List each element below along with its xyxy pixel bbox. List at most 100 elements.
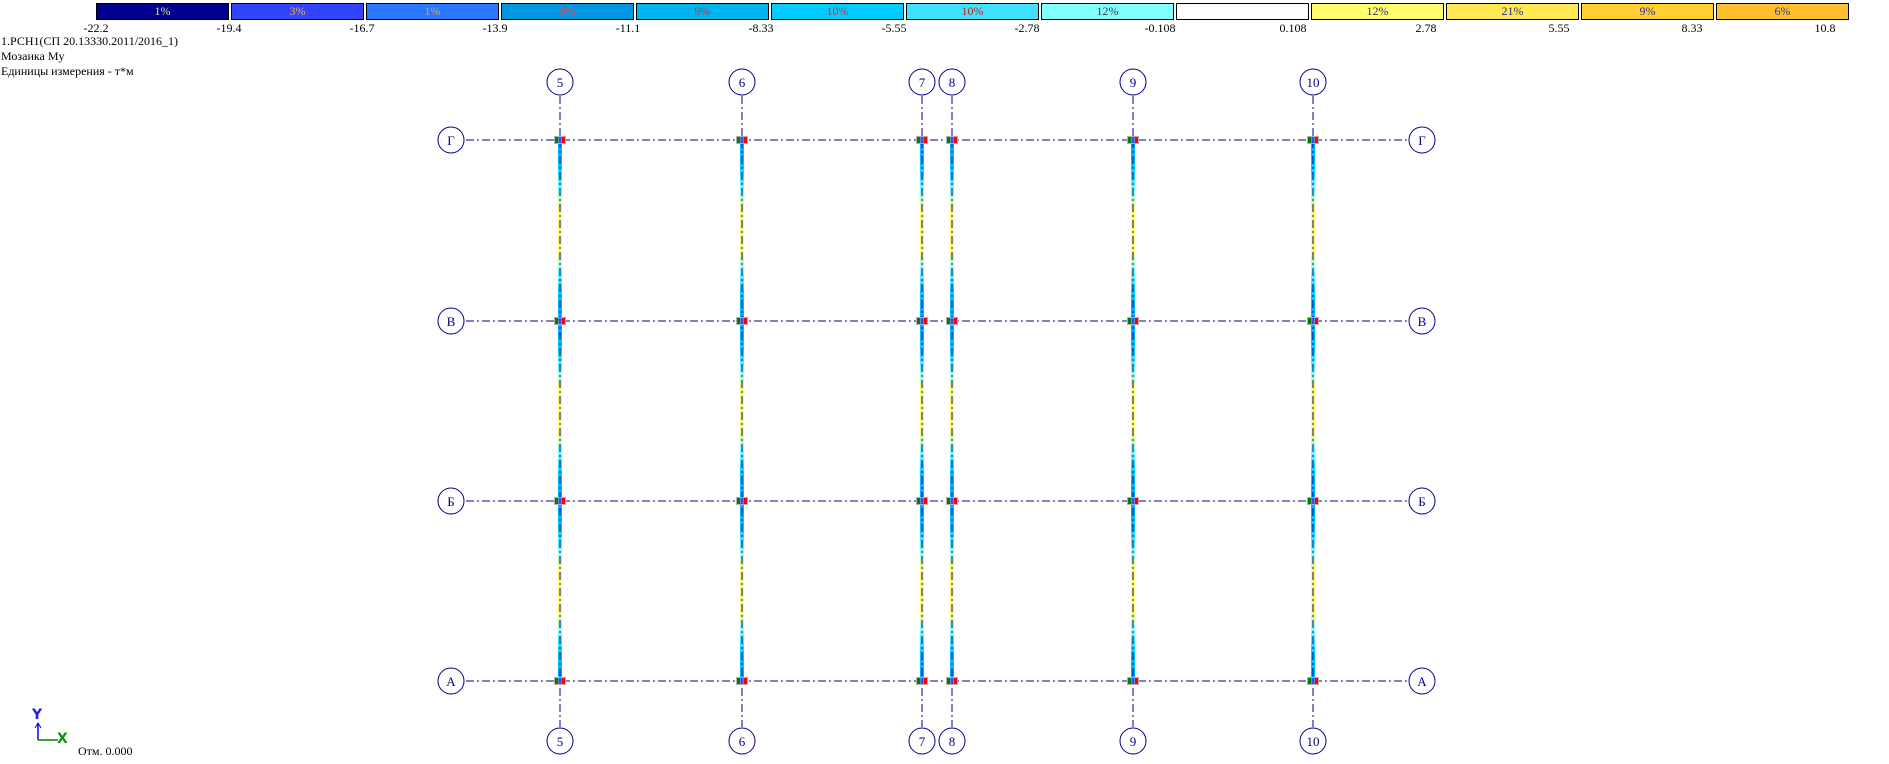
legend-tick: -2.78: [1014, 21, 1040, 35]
legend-tick: 8.33: [1681, 21, 1703, 35]
svg-text:6: 6: [739, 734, 746, 749]
svg-text:6: 6: [739, 75, 746, 90]
node-marker: [1307, 317, 1319, 325]
svg-text:В: В: [1418, 314, 1427, 329]
axis-marker-6: 6: [728, 68, 756, 96]
axis-marker-8: 8: [938, 68, 966, 96]
node-marker: [916, 677, 928, 685]
node-marker: [946, 136, 958, 144]
legend-cell: 12%: [1311, 3, 1444, 20]
row-marker-А: А: [1408, 667, 1436, 695]
svg-text:10: 10: [1307, 734, 1320, 749]
axis-marker-9: 9: [1119, 68, 1147, 96]
legend-tick: -5.55: [881, 21, 907, 35]
node-marker: [946, 497, 958, 505]
node-marker: [1127, 677, 1139, 685]
axis-marker-5: 5: [546, 68, 574, 96]
node-marker: [736, 317, 748, 325]
column-moment-mosaic: [950, 321, 954, 501]
row-marker-Г: Г: [1408, 126, 1436, 154]
svg-text:5: 5: [557, 734, 564, 749]
legend-cell: 1%: [96, 3, 229, 20]
legend-cell: 5%: [501, 3, 634, 20]
color-scale-legend: 1% 3% 1% 5% 9% 10% 10% 12% 12% 21% 9% 6%: [96, 3, 1851, 20]
column-moment-mosaic: [950, 140, 954, 321]
legend-cell: 10%: [771, 3, 904, 20]
coordinate-axes-icon: Y X: [31, 707, 68, 747]
node-marker: [1127, 497, 1139, 505]
node-marker: [946, 677, 958, 685]
load-case-label: 1.РСН1(СП 20.13330.2011/2016_1): [1, 34, 179, 48]
legend-cell: [1176, 3, 1309, 20]
column-moment-mosaic: [1131, 140, 1135, 321]
svg-text:В: В: [447, 314, 456, 329]
elevation-label: Отм. 0.000: [78, 744, 133, 758]
axis-marker-6: 6: [728, 727, 756, 755]
node-marker: [916, 497, 928, 505]
svg-text:Г: Г: [1418, 133, 1426, 148]
svg-text:9: 9: [1130, 734, 1137, 749]
legend-tick: -13.9: [482, 21, 508, 35]
node-marker: [736, 497, 748, 505]
row-marker-Б: Б: [437, 487, 465, 515]
node-marker: [946, 317, 958, 325]
axis-marker-5: 5: [546, 727, 574, 755]
legend-tick: 10.8: [1814, 21, 1836, 35]
column-moment-mosaic: [1311, 140, 1315, 321]
mosaic-title: Мозаика My: [1, 49, 65, 63]
node-marker: [916, 317, 928, 325]
axis-marker-7: 7: [908, 727, 936, 755]
legend-tick: -11.1: [615, 21, 641, 35]
legend-cell: 21%: [1446, 3, 1579, 20]
svg-text:Б: Б: [447, 494, 454, 509]
column-moment-mosaic: [920, 140, 924, 321]
row-marker-А: А: [437, 667, 465, 695]
legend-tick: -8.33: [748, 21, 774, 35]
legend-cell: 3%: [231, 3, 364, 20]
legend-tick: -16.7: [349, 21, 375, 35]
legend-cell: 12%: [1041, 3, 1174, 20]
svg-text:9: 9: [1130, 75, 1137, 90]
legend-tick: -19.4: [216, 21, 242, 35]
node-marker: [1307, 497, 1319, 505]
row-marker-В: В: [1408, 307, 1436, 335]
svg-text:7: 7: [919, 75, 926, 90]
svg-text:Г: Г: [447, 133, 455, 148]
svg-text:7: 7: [919, 734, 926, 749]
node-marker: [1307, 136, 1319, 144]
node-marker: [736, 136, 748, 144]
legend-tick: -22.2: [83, 21, 109, 35]
svg-text:8: 8: [949, 734, 956, 749]
svg-text:Б: Б: [1418, 494, 1425, 509]
legend-tick: 5.55: [1548, 21, 1570, 35]
svg-text:А: А: [1417, 674, 1427, 689]
node-marker: [1127, 317, 1139, 325]
row-marker-В: В: [437, 307, 465, 335]
legend-cell: 9%: [1581, 3, 1714, 20]
legend-cell: 6%: [1716, 3, 1849, 20]
y-axis-label: Y: [31, 707, 43, 723]
svg-text:10: 10: [1307, 75, 1320, 90]
axis-marker-7: 7: [908, 68, 936, 96]
column-moment-mosaic: [1131, 321, 1135, 501]
axis-marker-10: 10: [1299, 68, 1327, 96]
column-moment-mosaic: [740, 321, 744, 501]
node-marker: [554, 497, 566, 505]
legend-cell: 1%: [366, 3, 499, 20]
legend-cell: 9%: [636, 3, 769, 20]
x-axis-label: X: [57, 731, 68, 747]
legend-tick: -0.108: [1144, 21, 1176, 35]
svg-text:А: А: [446, 674, 456, 689]
legend-tick: 0.108: [1279, 21, 1307, 35]
legend-cell: 10%: [906, 3, 1039, 20]
axis-marker-10: 10: [1299, 727, 1327, 755]
svg-text:8: 8: [949, 75, 956, 90]
node-marker: [554, 317, 566, 325]
node-marker: [1127, 136, 1139, 144]
node-marker: [554, 677, 566, 685]
units-label: Единицы измерения - т*м: [1, 64, 134, 78]
color-scale-ticks: -22.2 -19.4 -16.7 -13.9 -11.1 -8.33 -5.55 -2.78…: [0, 21, 1889, 37]
column-moment-mosaic: [558, 140, 562, 321]
axis-marker-9: 9: [1119, 727, 1147, 755]
